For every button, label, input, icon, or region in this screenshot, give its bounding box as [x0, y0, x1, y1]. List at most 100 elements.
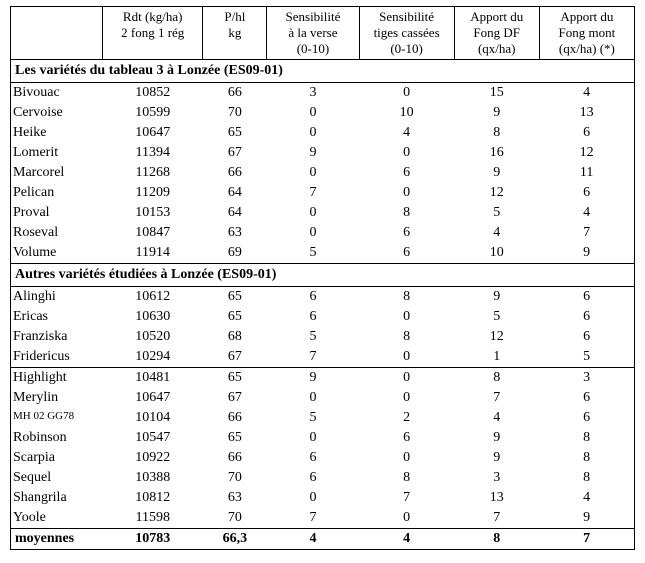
cell-mont: 11 [539, 163, 634, 183]
cell-tc: 0 [359, 448, 454, 468]
cell-mont: 7 [539, 223, 634, 243]
cell-rdt: 10547 [103, 428, 203, 448]
cell-mont: 4 [539, 203, 634, 223]
cell-tc: 2 [359, 408, 454, 428]
cell-verse: 0 [267, 223, 359, 243]
cell-verse: 7 [267, 508, 359, 529]
cell-rdt: 11394 [103, 143, 203, 163]
cell-verse: 7 [267, 347, 359, 368]
variety-name: Volume [11, 243, 103, 264]
table-row: MH 02 GG7810104665246 [11, 408, 635, 428]
col-header-0 [11, 7, 103, 60]
cell-df: 5 [454, 307, 539, 327]
cell-df: 5 [454, 203, 539, 223]
variety-name: Roseval [11, 223, 103, 243]
cell-tc: 0 [359, 347, 454, 368]
cell-verse: 0 [267, 103, 359, 123]
cell-rdt: 10630 [103, 307, 203, 327]
cell-verse: 6 [267, 307, 359, 327]
cell-tc: 7 [359, 488, 454, 508]
cell-verse: 9 [267, 368, 359, 389]
cell-tc: 0 [359, 143, 454, 163]
variety-name: Proval [11, 203, 103, 223]
cell-verse: 5 [267, 243, 359, 264]
table-row: Lomerit1139467901612 [11, 143, 635, 163]
cell-verse: 3 [267, 83, 359, 104]
cell-df: 16 [454, 143, 539, 163]
cell-df: 7 [454, 388, 539, 408]
cell-phl: 65 [203, 123, 267, 143]
cell-mont: 5 [539, 347, 634, 368]
cell-df: 8 [454, 368, 539, 389]
totals-df: 8 [454, 529, 539, 550]
cell-df: 1 [454, 347, 539, 368]
variety-name: Franziska [11, 327, 103, 347]
cell-tc: 8 [359, 327, 454, 347]
cell-df: 4 [454, 408, 539, 428]
cell-rdt: 11598 [103, 508, 203, 529]
col-header-line: P/hl [207, 9, 262, 25]
table-row: Highlight10481659083 [11, 368, 635, 389]
table-row: Bivouac108526630154 [11, 83, 635, 104]
totals-phl: 66,3 [203, 529, 267, 550]
cell-rdt: 10153 [103, 203, 203, 223]
cell-mont: 6 [539, 408, 634, 428]
table-body: Les variétés du tableau 3 à Lonzée (ES09… [11, 60, 635, 550]
col-header-line: Apport du [544, 9, 630, 25]
cell-tc: 6 [359, 428, 454, 448]
table-head: Rdt (kg/ha)2 fong 1 régP/hlkgSensibilité… [11, 7, 635, 60]
cell-mont: 6 [539, 388, 634, 408]
cell-verse: 9 [267, 143, 359, 163]
section-title: Autres variétés étudiées à Lonzée (ES09-… [11, 264, 635, 287]
cell-verse: 5 [267, 408, 359, 428]
cell-mont: 13 [539, 103, 634, 123]
cell-tc: 0 [359, 307, 454, 327]
totals-label: moyennes [11, 529, 103, 550]
cell-df: 9 [454, 163, 539, 183]
col-header-line: (0-10) [364, 41, 450, 57]
cell-phl: 64 [203, 203, 267, 223]
col-header-line: Sensibilité [271, 9, 354, 25]
variety-name: Ericas [11, 307, 103, 327]
variety-name: Highlight [11, 368, 103, 389]
cell-verse: 0 [267, 123, 359, 143]
table-row: Shangrila108126307134 [11, 488, 635, 508]
cell-df: 9 [454, 103, 539, 123]
cell-verse: 6 [267, 468, 359, 488]
table-row: Yoole11598707079 [11, 508, 635, 529]
col-header-3: Sensibilitéà la verse(0-10) [267, 7, 359, 60]
cell-rdt: 10612 [103, 287, 203, 308]
cell-mont: 9 [539, 243, 634, 264]
cell-mont: 9 [539, 508, 634, 529]
col-header-6: Apport duFong mont(qx/ha) (*) [539, 7, 634, 60]
cell-mont: 6 [539, 327, 634, 347]
cell-rdt: 10647 [103, 123, 203, 143]
col-header-1: Rdt (kg/ha)2 fong 1 rég [103, 7, 203, 60]
cell-phl: 65 [203, 307, 267, 327]
cell-df: 8 [454, 123, 539, 143]
cell-mont: 6 [539, 307, 634, 327]
col-header-line: (qx/ha) [459, 41, 535, 57]
cell-phl: 70 [203, 103, 267, 123]
table-row: Robinson10547650698 [11, 428, 635, 448]
cell-rdt: 10852 [103, 83, 203, 104]
cell-verse: 0 [267, 428, 359, 448]
col-header-2: P/hlkg [203, 7, 267, 60]
table-row: Roseval10847630647 [11, 223, 635, 243]
cell-phl: 65 [203, 368, 267, 389]
table-row: Pelican112096470126 [11, 183, 635, 203]
cell-phl: 67 [203, 388, 267, 408]
cell-phl: 63 [203, 223, 267, 243]
cell-phl: 66 [203, 448, 267, 468]
variety-name: Cervoise [11, 103, 103, 123]
cell-df: 4 [454, 223, 539, 243]
section-title: Les variétés du tableau 3 à Lonzée (ES09… [11, 60, 635, 83]
variety-name: Marcorel [11, 163, 103, 183]
col-header-line: kg [207, 25, 262, 41]
cell-rdt: 10481 [103, 368, 203, 389]
col-header-line: (qx/ha) (*) [544, 41, 630, 57]
cell-verse: 0 [267, 163, 359, 183]
table-row: Scarpia10922666098 [11, 448, 635, 468]
totals-verse: 4 [267, 529, 359, 550]
table-row: Merylin10647670076 [11, 388, 635, 408]
